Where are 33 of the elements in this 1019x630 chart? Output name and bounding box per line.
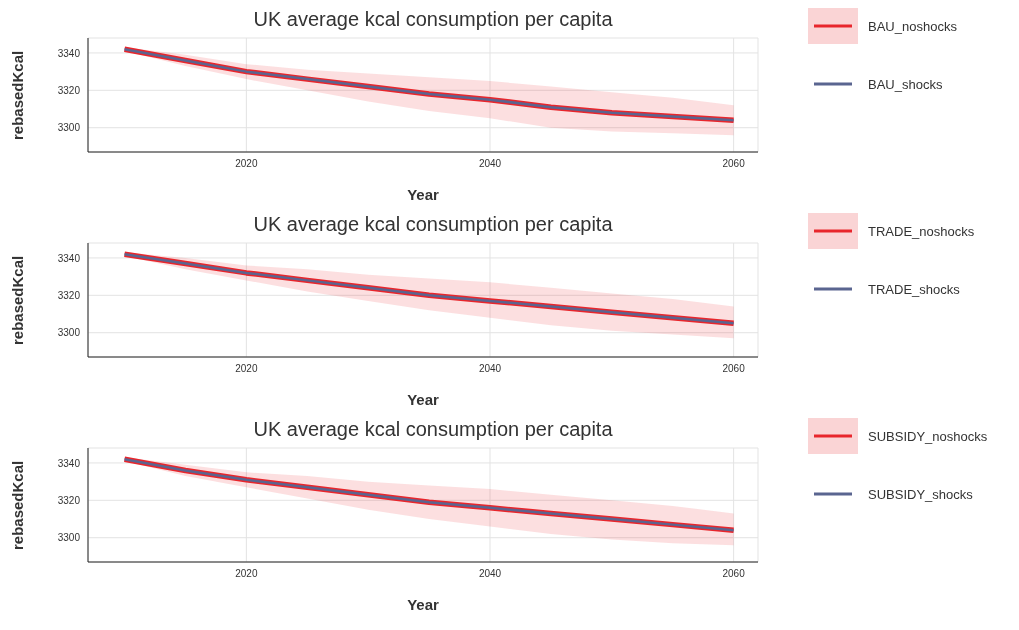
x-tick-label: 2020 bbox=[235, 158, 258, 170]
legend-label: SUBSIDY_shocks bbox=[868, 486, 973, 502]
y-tick-label: 3320 bbox=[57, 494, 81, 506]
y-axis-title: rebasedKcal bbox=[9, 255, 27, 345]
y-tick-label: 3340 bbox=[57, 47, 81, 59]
x-axis-title: Year bbox=[407, 596, 440, 613]
y-tick-label: 3340 bbox=[57, 252, 81, 264]
legend-label: TRADE_noshocks bbox=[868, 223, 975, 239]
chart-title: UK average kcal consumption per capita bbox=[252, 8, 614, 32]
y-tick-label: 3300 bbox=[57, 122, 81, 134]
x-tick-label: 2060 bbox=[722, 158, 746, 170]
x-tick-label: 2040 bbox=[478, 363, 502, 375]
y-axis-title: rebasedKcal bbox=[9, 50, 27, 140]
x-tick-label: 2060 bbox=[722, 363, 746, 375]
legend-label: BAU_noshocks bbox=[868, 18, 957, 34]
y-axis-title: rebasedKcal bbox=[9, 460, 27, 550]
x-tick-label: 2060 bbox=[722, 568, 746, 580]
y-tick-label: 3300 bbox=[57, 532, 81, 544]
legend-label: TRADE_shocks bbox=[868, 281, 960, 297]
x-axis-title: Year bbox=[407, 391, 440, 408]
y-tick-label: 3300 bbox=[57, 327, 81, 339]
chart-title: UK average kcal consumption per capita bbox=[252, 213, 614, 237]
y-tick-label: 3340 bbox=[57, 457, 81, 469]
y-tick-label: 3320 bbox=[57, 84, 81, 96]
chart-title: UK average kcal consumption per capita bbox=[252, 418, 614, 442]
x-axis-title: Year bbox=[407, 186, 440, 203]
x-tick-label: 2040 bbox=[478, 568, 502, 580]
x-tick-label: 2040 bbox=[478, 158, 502, 170]
legend-label: BAU_shocks bbox=[868, 76, 943, 92]
x-tick-label: 2020 bbox=[235, 363, 258, 375]
y-tick-label: 3320 bbox=[57, 289, 81, 301]
legend-label: SUBSIDY_noshocks bbox=[868, 428, 988, 444]
x-tick-label: 2020 bbox=[235, 568, 258, 580]
